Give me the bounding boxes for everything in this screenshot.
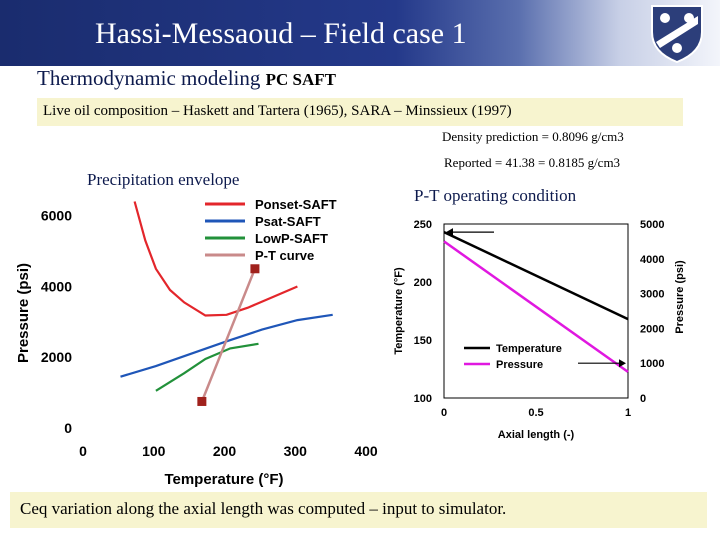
- pt-operating-chart: 0 0.5 1 100 150 200 250 0 1000 2000 3000 4000 5000 Ax…: [393, 219, 686, 441]
- y-right-tick-label: 4000: [640, 254, 664, 266]
- x-tick-label: 400: [354, 443, 378, 459]
- y-right-axis-title: Pressure (psi): [674, 260, 686, 334]
- y-right-tick-label: 2000: [640, 323, 664, 335]
- y-tick-label: 2000: [41, 349, 72, 365]
- y-tick-label: 4000: [41, 278, 72, 294]
- y-tick-label: 0: [64, 420, 72, 436]
- header-bar: [0, 0, 720, 66]
- legend-label: Temperature: [496, 343, 562, 355]
- section-subtitle: Thermodynamic modeling PC SAFT: [37, 66, 336, 91]
- legend-label: Psat-SAFT: [255, 214, 321, 229]
- legend-label: Pressure: [496, 359, 543, 371]
- reported-density: Reported = 41.38 = 0.8185 g/cm3: [444, 155, 621, 170]
- series-line-ponset-saft: [133, 201, 298, 317]
- y-right-tick-label: 5000: [640, 219, 664, 231]
- footer-note: Ceq variation along the axial length was…: [20, 499, 507, 518]
- pt-operating-label: P-T operating condition: [414, 186, 577, 205]
- x-tick-label: 0.5: [528, 407, 543, 419]
- subtitle-main: Thermodynamic modeling: [37, 66, 266, 90]
- y-right-tick-label: 3000: [640, 289, 664, 301]
- pressure-arrowhead: [619, 359, 626, 368]
- y-right-tick-label: 0: [640, 393, 646, 405]
- y-left-tick-label: 100: [414, 393, 432, 405]
- y-right-tick-label: 1000: [640, 358, 664, 370]
- precipitation-envelope-label: Precipitation envelope: [87, 170, 240, 189]
- composition-info: Live oil composition – Haskett and Tarte…: [43, 103, 512, 119]
- y-left-tick-label: 200: [414, 277, 432, 289]
- y-axis-title: Pressure (psi): [15, 263, 32, 363]
- x-tick-label: 300: [284, 443, 308, 459]
- x-axis-title: Axial length (-): [498, 429, 575, 441]
- legend-label: Ponset-SAFT: [255, 197, 337, 212]
- x-axis-title: Temperature (°F): [164, 471, 283, 488]
- series-line-temperature: [443, 230, 629, 321]
- subtitle-small: PC SAFT: [265, 70, 336, 89]
- x-tick-label: 0: [79, 443, 87, 459]
- shield-logo-icon: [651, 5, 703, 64]
- y-left-axis-title: Temperature (°F): [393, 267, 405, 355]
- series-line-psat-saft: [120, 313, 333, 378]
- info-highlight-box: [37, 98, 683, 126]
- legend-label: LowP-SAFT: [255, 231, 328, 246]
- density-prediction: Density prediction = 0.8096 g/cm3: [442, 129, 624, 144]
- page-title: Hassi-Messaoud – Field case 1: [95, 17, 467, 50]
- x-tick-label: 100: [142, 443, 166, 459]
- series-line-lowp-saft: [155, 342, 259, 392]
- y-tick-label: 6000: [41, 208, 72, 224]
- temperature-arrowhead: [446, 228, 453, 237]
- plot-frame: [443, 223, 629, 399]
- series-line-pressure: [443, 240, 629, 373]
- x-tick-label: 1: [625, 407, 631, 419]
- x-tick-label: 0: [441, 407, 447, 419]
- legend-label: P-T curve: [255, 248, 314, 263]
- data-point-1: [197, 396, 207, 406]
- x-tick-label: 200: [213, 443, 237, 459]
- data-point-2: [250, 264, 260, 274]
- y-left-tick-label: 250: [414, 219, 432, 231]
- footer-highlight-box: [10, 492, 707, 528]
- series-line-p-t-curve: [200, 268, 257, 402]
- y-left-tick-label: 150: [414, 335, 432, 347]
